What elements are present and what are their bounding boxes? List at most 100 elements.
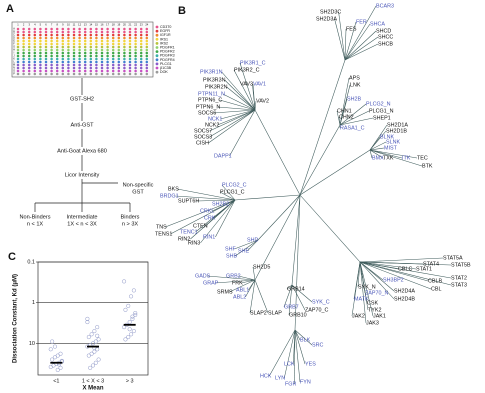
leaf-label: BLNK: [380, 134, 394, 140]
plate-well: [72, 63, 76, 67]
plate-well: [134, 54, 137, 58]
leaf-label: ZAP70_N: [365, 290, 388, 296]
tree-branch: [344, 23, 371, 61]
plate-well: [27, 72, 31, 76]
plate-column: 6: [45, 23, 47, 27]
plate-well: [128, 72, 132, 76]
plate-well: [106, 45, 109, 49]
plate-well: [83, 27, 87, 31]
plate-well: [78, 54, 81, 58]
legend-swatch: [155, 37, 159, 41]
leaf-label: SHCB: [378, 41, 393, 47]
legend-label: PLCG1: [160, 62, 172, 66]
tree-branch: [238, 275, 256, 281]
plate-well: [22, 54, 25, 58]
plate-row: E: [13, 40, 15, 43]
plate-well: [27, 69, 31, 73]
plate-well: [50, 66, 53, 70]
leaf-label: SHCC: [378, 34, 393, 40]
tree-branch: [339, 98, 348, 126]
plate-well: [33, 45, 37, 49]
plate-well: [67, 39, 70, 43]
plate-well: [67, 33, 70, 37]
plate-well: [78, 36, 81, 40]
leaf-label: SH3BP2: [383, 277, 404, 283]
leaf-label: RIN1: [203, 234, 215, 240]
plate-well: [44, 51, 48, 55]
plate-column: 16: [101, 23, 104, 27]
plate-well: [89, 45, 93, 49]
plate-well: [61, 33, 65, 37]
tree-branch: [217, 106, 256, 111]
plate-well: [117, 48, 121, 52]
plate-well: [128, 51, 132, 55]
plate-well: [67, 45, 70, 49]
plate-well: [83, 39, 87, 43]
plate-well: [89, 72, 93, 76]
leaf-label: GRB14: [287, 286, 305, 292]
legend-swatch: [155, 58, 159, 62]
plate-well: [134, 27, 137, 31]
plate-well: [72, 51, 76, 55]
plate-well: [123, 33, 126, 37]
plate-well: [139, 72, 143, 76]
tree-branch: [359, 261, 452, 279]
plate-well: [33, 57, 37, 61]
plate-well: [95, 69, 98, 73]
plate-well: [16, 39, 20, 43]
plate-well: [139, 30, 143, 34]
data-point: [126, 334, 131, 340]
legend-swatch: [155, 42, 159, 45]
leaf-label: LNK: [350, 82, 361, 88]
tree-branch: [338, 11, 346, 61]
plate-well: [39, 66, 42, 70]
plate-well: [16, 66, 20, 70]
y-axis-title: Dissociation Constant, Kd (μM): [13, 274, 19, 363]
leaf-label: FGR: [285, 381, 296, 387]
plate-well: [33, 36, 37, 40]
plate-well: [111, 33, 115, 37]
plate-well: [95, 27, 98, 31]
plate-well: [44, 60, 48, 64]
plate-well: [27, 66, 31, 70]
plate-well: [100, 72, 104, 76]
plate-well: [55, 27, 59, 31]
panel-label: A: [6, 3, 14, 15]
data-point: [127, 327, 132, 332]
leaf-label: FES: [346, 26, 357, 32]
plate-well: [100, 54, 104, 58]
plate-well: [55, 45, 59, 49]
plate-well: [44, 36, 48, 40]
plate-well: [22, 72, 25, 76]
tree-branch: [357, 261, 361, 288]
plate-column: 3: [28, 23, 30, 27]
plate-well: [89, 30, 93, 34]
plate-well: [128, 36, 132, 40]
plate-well: [67, 30, 70, 34]
plate-well: [100, 57, 104, 61]
plate-well: [100, 33, 104, 37]
plate-well: [55, 54, 59, 58]
plate-well: [128, 60, 132, 64]
plate-well: [100, 66, 104, 70]
plate-well: [50, 60, 53, 64]
plate-well: [16, 72, 20, 76]
leaf-label: SHE: [238, 248, 249, 254]
leaf-label: NCK2: [205, 122, 219, 128]
plate-well: [134, 72, 137, 76]
plate-well: [22, 69, 25, 73]
plate-well: [111, 60, 115, 64]
plate-well: [83, 42, 87, 46]
leaf-label: DAPP1: [214, 153, 232, 159]
plate-column: 8: [56, 23, 58, 27]
plate-well: [111, 36, 115, 40]
plate-well: [139, 57, 143, 61]
leaf-label: NCK1: [208, 116, 222, 122]
plate-row: F: [13, 43, 15, 46]
data-point: [131, 288, 136, 293]
plate-well: [55, 30, 59, 34]
plate-well: [128, 48, 132, 52]
plate-row: D: [13, 37, 15, 40]
plate-well: [83, 51, 87, 55]
plate-well: [50, 36, 53, 40]
